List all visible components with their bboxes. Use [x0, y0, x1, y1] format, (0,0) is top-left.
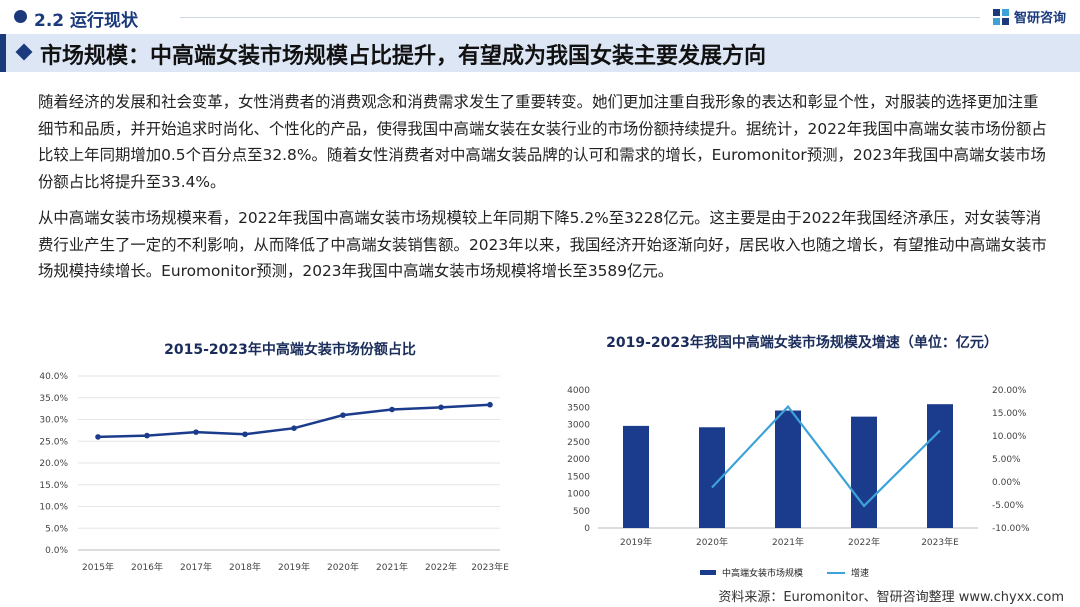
y-tick-label: 40.0% — [39, 372, 68, 382]
x-tick-label: 2020年 — [696, 536, 728, 548]
y-right-tick-label: -5.00% — [992, 501, 1024, 511]
logo-icon — [992, 8, 1009, 25]
y-left-tick-label: 500 — [573, 507, 590, 517]
diamond-icon — [15, 43, 33, 61]
y-left-tick-label: 2500 — [567, 438, 590, 448]
x-tick-label: 2022年 — [425, 561, 457, 573]
x-tick-label: 2017年 — [180, 561, 212, 573]
data-point — [389, 406, 395, 413]
y-left-tick-label: 2000 — [567, 455, 590, 465]
y-left-tick-label: 3000 — [567, 421, 590, 431]
y-right-tick-label: -10.00% — [992, 524, 1030, 534]
x-tick-label: 2020年 — [327, 561, 359, 573]
x-tick-label: 2023年E — [471, 561, 509, 573]
data-point — [95, 434, 101, 440]
data-point — [144, 432, 150, 439]
x-tick-label: 2023年E — [921, 536, 959, 548]
y-left-tick-label: 1500 — [567, 472, 590, 482]
brand-logo: 智研咨询 — [992, 7, 1066, 26]
section-bullet-icon — [14, 10, 27, 23]
data-point — [487, 401, 493, 408]
page-title: 市场规模：中高端女装市场规模占比提升，有望成为我国女装主要发展方向 — [40, 44, 767, 69]
x-tick-label: 2022年 — [848, 536, 880, 548]
y-right-tick-label: 5.00% — [992, 455, 1021, 465]
y-tick-label: 35.0% — [39, 394, 68, 404]
legend-line-label: 增速 — [851, 569, 870, 579]
bar — [851, 416, 877, 528]
x-tick-label: 2021年 — [772, 536, 804, 548]
x-tick-label: 2019年 — [278, 561, 310, 573]
y-left-tick-label: 0 — [584, 524, 590, 534]
chart2-legend: 中高端女装市场规模 增速 — [700, 566, 869, 579]
y-tick-label: 15.0% — [39, 481, 68, 491]
paragraph-1: 随着经济的发展和社会变革，女性消费者的消费观念和消费需求发生了重要转变。她们更加… — [38, 93, 1047, 191]
legend-bar-swatch — [700, 570, 716, 575]
legend-bar-label: 中高端女装市场规模 — [722, 569, 804, 579]
x-tick-label: 2015年 — [82, 561, 114, 573]
legend-item-bar: 中高端女装市场规模 — [700, 566, 803, 579]
data-point — [291, 425, 297, 431]
data-point — [193, 429, 199, 435]
y-tick-label: 25.0% — [39, 437, 68, 447]
x-tick-label: 2021年 — [376, 561, 408, 573]
bar — [623, 425, 649, 528]
divider — [180, 17, 980, 18]
bar — [775, 410, 801, 528]
y-tick-label: 10.0% — [39, 503, 68, 513]
y-left-tick-label: 4000 — [567, 386, 590, 396]
share-line — [97, 403, 491, 439]
y-tick-label: 20.0% — [39, 459, 68, 469]
banner-accent — [0, 34, 6, 72]
x-tick-label: 2016年 — [131, 561, 163, 573]
y-left-tick-label: 3500 — [567, 403, 590, 413]
y-right-tick-label: 15.00% — [992, 409, 1027, 419]
top-bar: 2.2 运行现状 智研咨询 — [0, 0, 1080, 34]
y-right-tick-label: 10.00% — [992, 432, 1027, 442]
data-point — [438, 404, 444, 411]
scale-bar-line-chart: 0 500 1000 1500 2000 2500 3000 3500 4000 -10.00% -… — [567, 386, 1030, 548]
source-note: 资料来源：Euromonitor、智研咨询整理 www.chyxx.com — [718, 590, 1064, 605]
chart1-title: 2015-2023年中高端女装市场份额占比 — [164, 342, 416, 358]
y-tick-label: 5.0% — [45, 524, 68, 534]
bar — [927, 404, 953, 528]
y-tick-label: 0.0% — [45, 546, 68, 556]
x-tick-label: 2019年 — [620, 536, 652, 548]
legend-item-line: 增速 — [827, 566, 869, 579]
y-right-tick-label: 20.00% — [992, 386, 1027, 396]
chart2-title: 2019-2023年我国中高端女装市场规模及增速（单位：亿元） — [606, 335, 998, 351]
legend-line-swatch — [827, 571, 846, 574]
paragraph-2: 从中高端女装市场规模来看，2022年我国中高端女装市场规模较上年同期下降5.2%… — [38, 209, 1047, 280]
x-tick-label: 2018年 — [229, 561, 261, 573]
share-line-chart: 0.0% 5.0% 10.0% 15.0% 20.0% 25.0% 30.0% 35.0% 40… — [39, 372, 509, 573]
y-right-tick-label: 0.00% — [992, 478, 1021, 488]
logo-text: 智研咨询 — [1013, 11, 1066, 26]
data-point — [340, 412, 346, 418]
y-tick-label: 30.0% — [39, 416, 68, 426]
title-banner: 市场规模：中高端女装市场规模占比提升，有望成为我国女装主要发展方向 — [0, 34, 1080, 72]
section-label: 2.2 运行现状 — [34, 11, 139, 31]
y-left-tick-label: 1000 — [567, 490, 590, 500]
data-point — [242, 431, 248, 438]
growth-line — [711, 404, 941, 508]
